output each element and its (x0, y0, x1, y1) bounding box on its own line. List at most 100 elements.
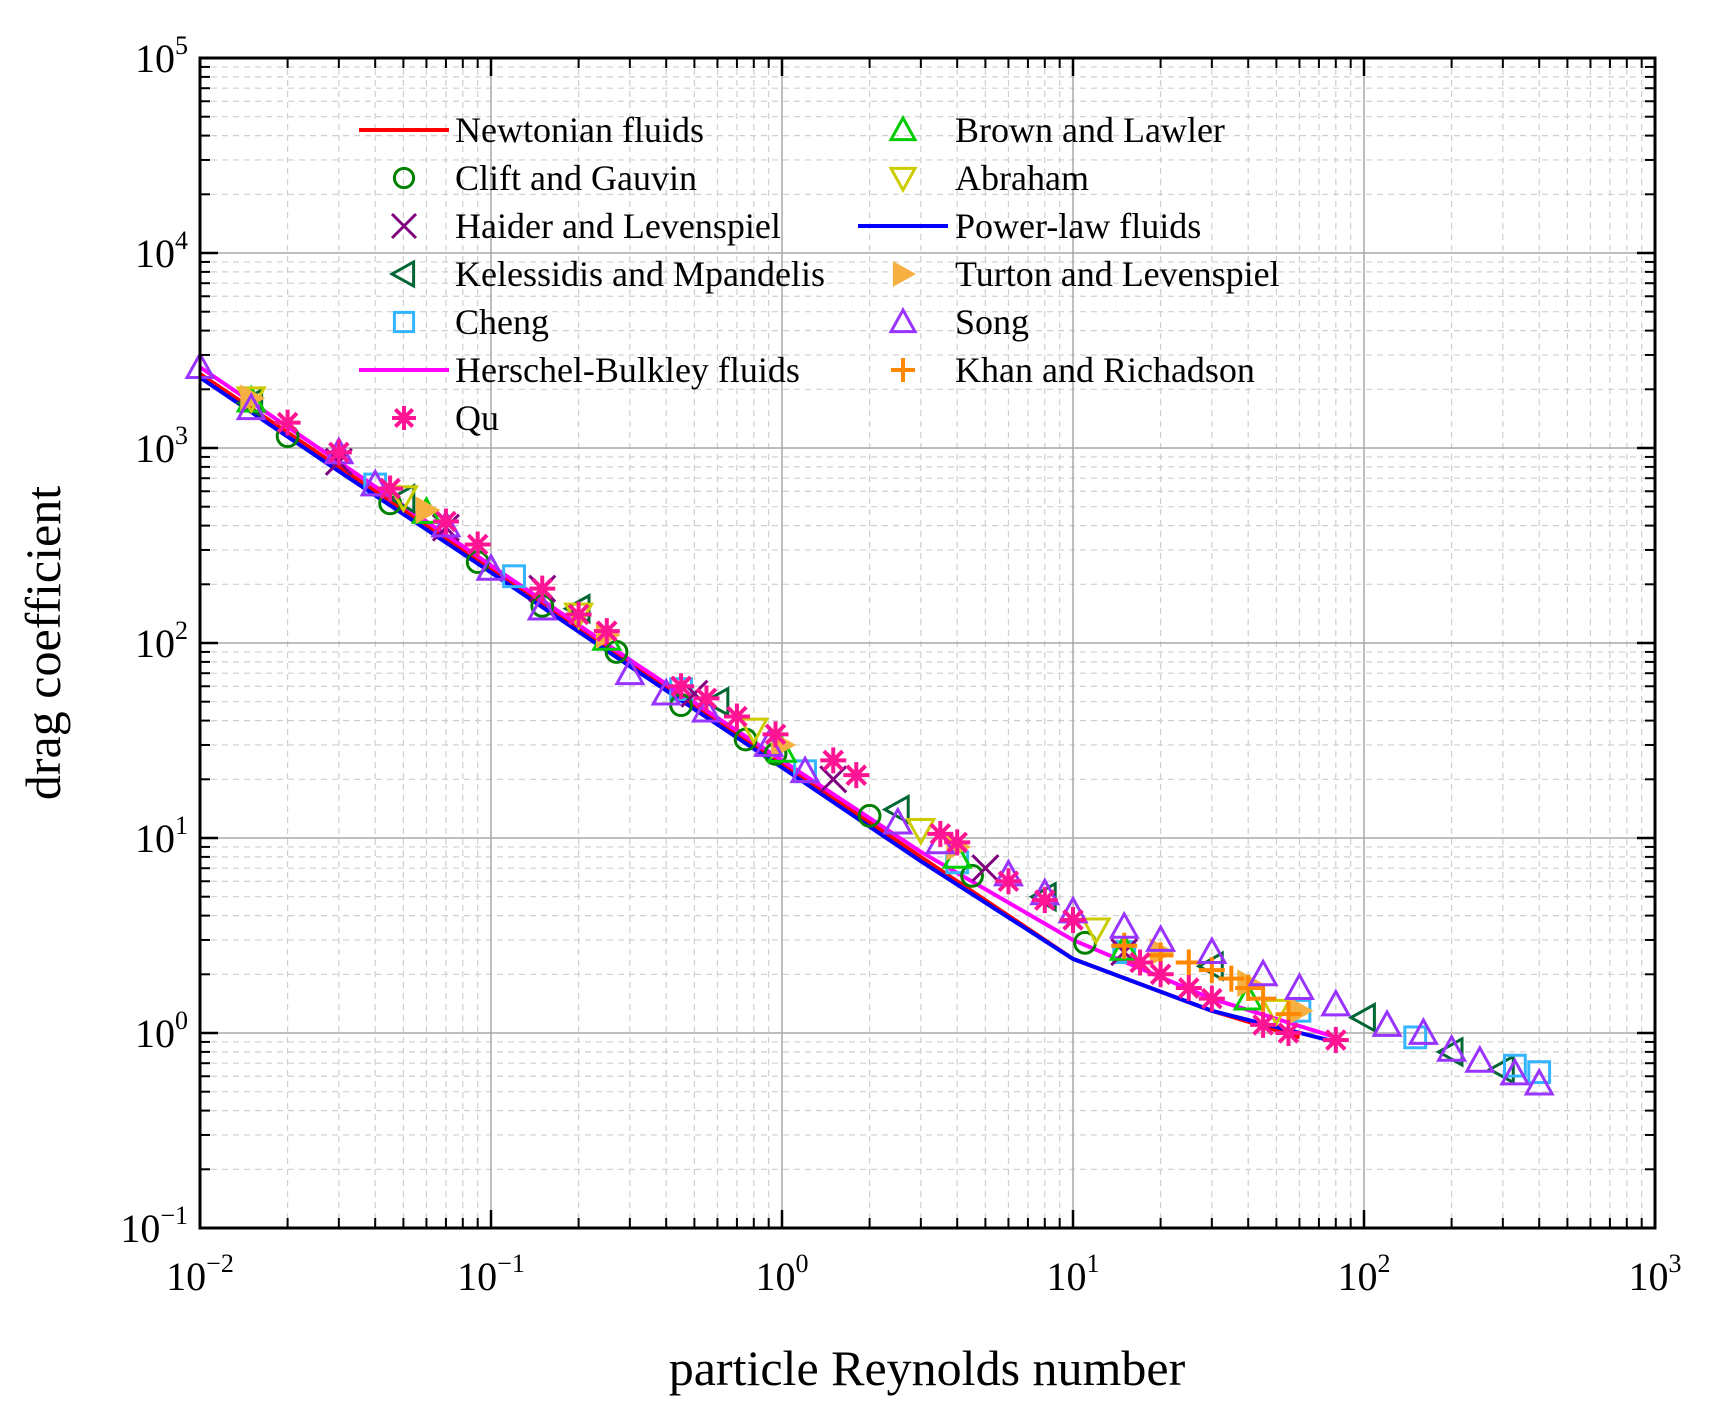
legend-item-abraham: Abraham (888, 158, 1089, 198)
x-tick-label: 102 (1338, 1249, 1391, 1299)
clift-and-gauvin-point (960, 863, 984, 888)
song-point (1283, 971, 1315, 1000)
qu-point (1060, 906, 1086, 933)
y-tick-label: 10−1 (120, 1201, 188, 1251)
legend-item-herschel-bulkley-fluids: Herschel-Bulkley fluids (359, 350, 800, 390)
legend-label: Brown and Lawler (955, 110, 1225, 150)
series-kelessidis-and-mpandelis (235, 387, 1515, 1086)
legend-label: Haider and Levenspiel (455, 206, 781, 246)
song-point (789, 755, 821, 784)
legend-item-qu: Qu (392, 398, 499, 438)
song-point (430, 509, 462, 538)
series-layer (184, 350, 1555, 1096)
legend-label: Power-law fluids (955, 206, 1201, 246)
legend-label: Herschel-Bulkley fluids (455, 350, 800, 390)
kelessidis-and-mpandelis-point (701, 686, 730, 718)
kelessidis-and-mpandelis-point (1347, 1002, 1376, 1034)
khan-and-richadson-point (1250, 985, 1277, 1012)
qu-point (693, 685, 720, 712)
qu-point (1250, 1011, 1277, 1038)
legend-swatch (892, 261, 917, 287)
grid (199, 57, 1656, 1229)
song-point (1407, 1016, 1439, 1045)
legend-item-power-law-fluids: Power-law fluids (858, 206, 1201, 246)
legend-swatch (891, 358, 915, 382)
turton-and-levenspiel-point (415, 496, 441, 525)
song-point (614, 657, 646, 686)
cheng-point (1527, 1060, 1552, 1085)
legend-label: Cheng (455, 302, 549, 342)
legend-swatch (888, 114, 918, 142)
series-turton-and-levenspiel (240, 384, 1314, 1025)
qu-point (944, 829, 971, 856)
abraham-point (905, 818, 937, 847)
song-point (882, 806, 914, 835)
qu-point (377, 475, 404, 502)
y-tick-label: 103 (135, 421, 188, 471)
cheng-point (1403, 1025, 1428, 1050)
series-qu (274, 409, 1349, 1054)
legend-swatch (390, 212, 418, 240)
y-tick-label: 102 (135, 616, 188, 666)
haider-and-levenspiel-point (971, 854, 1000, 883)
kelessidis-and-mpandelis-point (1486, 1053, 1515, 1086)
kelessidis-and-mpandelis-point (1435, 1036, 1464, 1068)
legend-item-song: Song (888, 302, 1029, 342)
x-tick-label: 10−2 (166, 1249, 234, 1299)
qu-point (995, 868, 1022, 895)
qu-point (1175, 975, 1202, 1002)
qu-point (274, 409, 301, 436)
qu-point (843, 762, 870, 789)
song-point (1523, 1067, 1555, 1096)
series-power-law-fluids (198, 375, 1337, 1044)
legend-swatch (388, 259, 416, 289)
song-point (1247, 958, 1279, 987)
qu-point (1031, 887, 1058, 914)
abraham-point (1260, 998, 1292, 1027)
qu-point (723, 703, 750, 730)
legend-label: Khan and Richadson (955, 350, 1255, 390)
legend-label: Newtonian fluids (455, 110, 704, 150)
legend-item-newtonian-fluids: Newtonian fluids (359, 110, 704, 150)
qu-point (529, 575, 556, 602)
qu-point (1275, 1020, 1302, 1046)
qu-point (1127, 949, 1154, 976)
song-point (1464, 1044, 1496, 1073)
legend-item-khan-and-richadson: Khan and Richadson (891, 350, 1255, 390)
qu-point (1147, 961, 1174, 988)
tick-labels: 10−2 10−1 100 101 102 10310−11001011021031041… (120, 31, 1681, 1299)
legend-label: Qu (455, 398, 499, 438)
song-point (235, 392, 267, 421)
x-tick-label: 103 (1629, 1249, 1682, 1299)
song-point (1196, 935, 1228, 964)
cheng-point (1502, 1053, 1527, 1078)
qu-point (668, 673, 695, 700)
kelessidis-and-mpandelis-point (881, 793, 910, 826)
song-point (359, 468, 391, 497)
qu-point (1322, 1027, 1349, 1054)
qu-point (1198, 985, 1225, 1012)
abraham-point (387, 485, 419, 514)
qu-point (325, 439, 352, 466)
legend-label: Abraham (955, 158, 1089, 198)
abraham-point (1080, 917, 1112, 946)
y-tick-label: 101 (135, 811, 188, 861)
power-law-fluids-line (198, 375, 1337, 1044)
y-axis-title: drag coefficient (15, 486, 71, 800)
legend-swatch (392, 166, 416, 190)
qu-point (927, 820, 954, 847)
song-point (526, 592, 558, 621)
khan-and-richadson-point (1218, 965, 1245, 992)
x-axis-title: particle Reynolds number (669, 1340, 1186, 1396)
song-point (1499, 1057, 1531, 1086)
qu-point (565, 601, 592, 628)
x-tick-label: 100 (756, 1249, 809, 1299)
legend-swatch (888, 166, 918, 194)
legend-swatch (888, 306, 918, 334)
legend-item-clift-and-gauvin: Clift and Gauvin (392, 158, 697, 198)
song-point (475, 552, 507, 581)
song-point (1108, 910, 1140, 939)
legend-swatch (392, 310, 416, 334)
